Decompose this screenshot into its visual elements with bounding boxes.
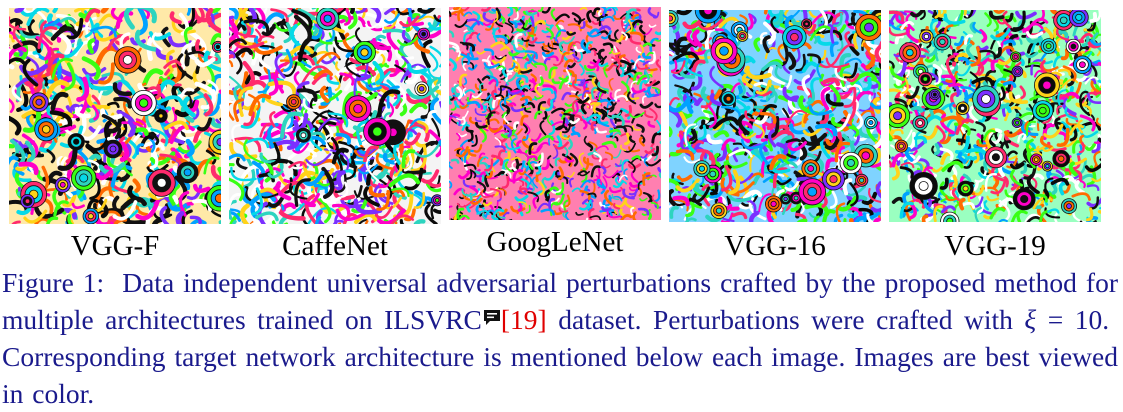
figure-caption: Figure 1: Data independent universal adv… — [2, 264, 1118, 412]
comment-icon[interactable] — [483, 309, 501, 327]
panel-label-vgg-19: VGG-19 — [944, 230, 1046, 262]
citation-link[interactable]: [19] — [500, 304, 547, 335]
caption-prefix: Figure 1: — [2, 267, 105, 298]
xi-value: = 10. — [1047, 304, 1110, 335]
perturbation-image-vgg-f — [9, 8, 221, 224]
caption-text-part2: dataset. Perturbations were crafted with — [558, 304, 1013, 335]
perturbation-image-vgg-16 — [669, 10, 881, 222]
panel-label-vgg-f: VGG-F — [70, 230, 160, 262]
perturbation-image-googlenet — [449, 7, 661, 220]
perturbation-image-vgg-19 — [889, 10, 1101, 222]
panel-label-vgg-16: VGG-16 — [724, 230, 826, 262]
panel-label-caffenet: CaffeNet — [282, 230, 388, 262]
caption-text-part1: Data independent universal adversarial p… — [2, 267, 1118, 335]
perturbation-image-caffenet — [229, 8, 441, 224]
caption-text-part3: Corresponding target network architectur… — [2, 341, 1118, 409]
xi-symbol: ξ — [1024, 304, 1037, 335]
figure-panels: VGG-F CaffeNet GoogLeNet VGG-16 VGG-19 — [9, 7, 1101, 262]
panel-label-googlenet: GoogLeNet — [486, 226, 624, 258]
